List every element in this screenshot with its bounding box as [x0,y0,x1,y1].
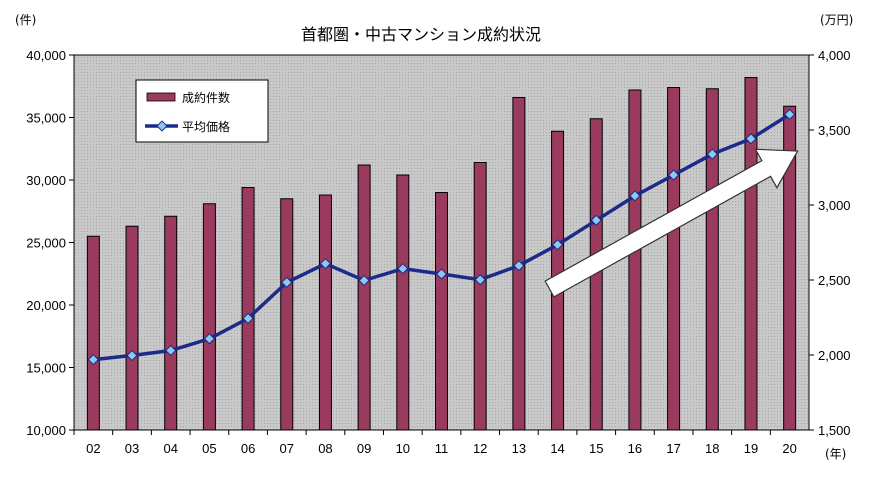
legend: 成約件数 平均価格 [135,79,269,143]
price-point-05 [203,333,216,345]
left-tick-label: 20,000 [26,298,66,313]
right-tick-label: 3,000 [818,198,851,213]
x-tick-label: 16 [628,441,642,456]
x-tick-label: 09 [357,441,371,456]
legend-label-count: 成約件数 [182,90,230,105]
price-point-08 [319,257,332,270]
bar-05 [202,203,216,431]
price-point-12 [474,274,486,286]
x-tick-label: 07 [280,441,294,456]
bar-02 [86,235,100,431]
bar-16 [628,89,642,431]
x-tick-label: 11 [435,441,449,456]
price-point-09 [358,274,370,287]
bar-08 [318,194,332,431]
x-axis-unit: (年) [825,447,846,461]
bar-11 [435,192,448,431]
left-tick-label: 15,000 [26,361,66,376]
x-tick-label: 10 [396,441,410,456]
x-tick-label: 14 [550,441,564,456]
bar-12 [473,162,487,431]
bar-19 [744,77,758,431]
price-point-19 [745,133,757,145]
right-tick-label: 1,500 [818,423,851,438]
bar-18 [705,88,719,431]
right-tick-label: 4,000 [818,48,851,63]
left-tick-label: 40,000 [26,48,66,63]
bar-03 [125,225,139,431]
right-tick-label: 2,500 [818,273,851,288]
price-point-18 [706,148,718,160]
legend-label-price: 平均価格 [182,119,230,134]
left-tick-label: 35,000 [26,111,66,126]
price-point-15 [590,214,602,226]
price-point-07 [281,276,293,289]
x-tick-label: 20 [782,441,796,456]
x-tick-label: 04 [163,441,177,456]
price-point-06 [242,312,254,325]
x-tick-label: 06 [241,441,255,456]
x-tick-label: 05 [202,441,216,456]
price-point-16 [629,190,641,202]
right-tick-label: 2,000 [818,348,851,363]
trend-arrow [544,148,799,298]
price-point-04 [165,344,177,357]
bar-06 [241,187,255,431]
chart-title: 首都圏・中古マンション成約状況 [301,25,541,44]
right-tick-label: 3,500 [818,123,851,138]
price-point-03 [126,349,138,362]
legend-bar-swatch [146,92,176,102]
x-tick-label: 12 [473,441,487,456]
price-point-17 [667,169,680,181]
right-axis-unit: (万円) [820,13,853,27]
left-tick-label: 30,000 [26,173,66,188]
bar-20 [783,105,797,431]
price-point-20 [784,108,796,121]
left-tick-label: 25,000 [26,236,66,251]
bar-09 [357,164,371,431]
bar-07 [280,198,294,431]
x-tick-label: 18 [705,441,719,456]
x-tick-label: 19 [744,441,758,456]
left-tick-label: 10,000 [26,423,66,438]
x-tick-label: 17 [666,441,680,456]
x-tick-label: 13 [512,441,526,456]
price-point-14 [551,239,564,251]
price-point-02 [87,353,99,366]
left-axis-unit: (件) [15,13,36,27]
x-tick-label: 08 [318,441,332,456]
price-point-11 [435,268,448,280]
bar-10 [396,174,410,431]
x-tick-label: 15 [589,441,603,456]
x-tick-label: 02 [86,441,100,456]
bar-04 [164,215,178,431]
x-tick-label: 03 [125,441,139,456]
bar-17 [667,87,681,431]
price-point-10 [397,262,409,275]
price-point-13 [513,259,525,272]
